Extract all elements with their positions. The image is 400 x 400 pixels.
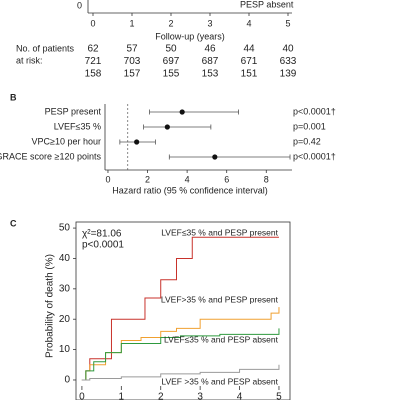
x-tick-label: 4 (246, 18, 251, 28)
x-tick-label: 1 (119, 392, 125, 400)
hazard-ratio-point (164, 124, 170, 130)
at-risk-value: 153 (202, 69, 219, 80)
y-tick-label: 20 (59, 314, 71, 325)
p-value: p<0.0001† (293, 106, 336, 116)
x-tick-label: 3 (207, 18, 212, 28)
series-label: LVEF≤35 % and PESP absent (164, 334, 279, 344)
km-curve (81, 364, 280, 381)
at-risk-label: at risk: (16, 55, 43, 65)
x-tick-label: 3 (197, 392, 203, 400)
series-label: LVEF >35 % and PESP absent (161, 376, 278, 386)
x-tick-label: 2 (168, 18, 173, 28)
at-risk-value: 50 (165, 44, 177, 55)
at-risk-value: 703 (124, 56, 141, 67)
plot-c-frame (75, 221, 291, 400)
p-value: p=0.42 (293, 136, 321, 146)
series-label: LVEF>35 % and PESP present (161, 294, 279, 304)
km-curve (81, 236, 279, 381)
x-tick-label: 0 (90, 18, 95, 28)
x-tick-label: 5 (285, 18, 290, 28)
series-label: LVEF≤35 % and PESP present (161, 227, 278, 237)
p-value: p<0.0001† (293, 151, 336, 161)
x-tick-label: 4 (237, 392, 243, 400)
x-axis-label: Hazard ratio (95 % confidence interval) (112, 185, 268, 195)
y-tick-label: 0 (64, 375, 70, 386)
panel-label: B (10, 92, 17, 102)
at-risk-value: 687 (202, 56, 219, 67)
x-tick-label: 5 (276, 392, 282, 400)
at-risk-value: 697 (163, 56, 180, 67)
x-tick-label: 6 (224, 174, 229, 184)
annotation: p<0.0001 (82, 240, 124, 251)
hazard-ratio-point (134, 139, 140, 145)
at-risk-value: 157 (124, 69, 141, 80)
at-risk-value: 40 (282, 44, 294, 55)
at-risk-value: 633 (280, 56, 297, 67)
at-risk-value: 158 (85, 69, 102, 80)
at-risk-value: 46 (204, 44, 216, 55)
y-tick-label: 30 (59, 283, 71, 294)
row-name: PESP present (45, 106, 102, 116)
row-name: LVEF≤35 % (54, 121, 101, 131)
y-tick-label: 0 (77, 0, 82, 10)
at-risk-label: No. of patients (16, 43, 75, 53)
x-tick-label: 8 (264, 174, 269, 184)
x-tick-label: 4 (185, 174, 190, 184)
km-curve (81, 328, 280, 381)
x-tick-label: 0 (105, 174, 110, 184)
x-axis-label: Follow-up (years) (155, 31, 225, 41)
y-axis-label: Probability of death (%) (45, 254, 56, 358)
annotation: χ²=81.06 (82, 229, 122, 240)
x-tick-label: 1 (129, 18, 134, 28)
x-tick-label: 0 (79, 392, 85, 400)
y-tick-label: 10 (59, 344, 71, 355)
km-curve (81, 307, 280, 381)
at-risk-value: 139 (280, 69, 297, 80)
at-risk-value: 57 (126, 44, 138, 55)
y-tick-label: 50 (59, 223, 71, 234)
hazard-ratio-point (212, 154, 218, 160)
y-tick-label: 40 (59, 253, 71, 264)
legend-entry: PESP absent (240, 0, 294, 9)
x-tick-label: 2 (158, 392, 164, 400)
x-tick-label: 2 (145, 174, 150, 184)
at-risk-value: 155 (163, 69, 180, 80)
at-risk-value: 44 (243, 44, 255, 55)
hazard-ratio-point (179, 109, 185, 115)
row-name: GRACE score ≥120 points (0, 151, 101, 161)
at-risk-value: 721 (85, 56, 102, 67)
at-risk-value: 671 (241, 56, 258, 67)
at-risk-value: 151 (241, 69, 258, 80)
at-risk-value: 62 (87, 44, 99, 55)
panel-label: C (10, 218, 17, 228)
row-name: VPC≥10 per hour (32, 136, 101, 146)
p-value: p=0.001 (293, 121, 326, 131)
